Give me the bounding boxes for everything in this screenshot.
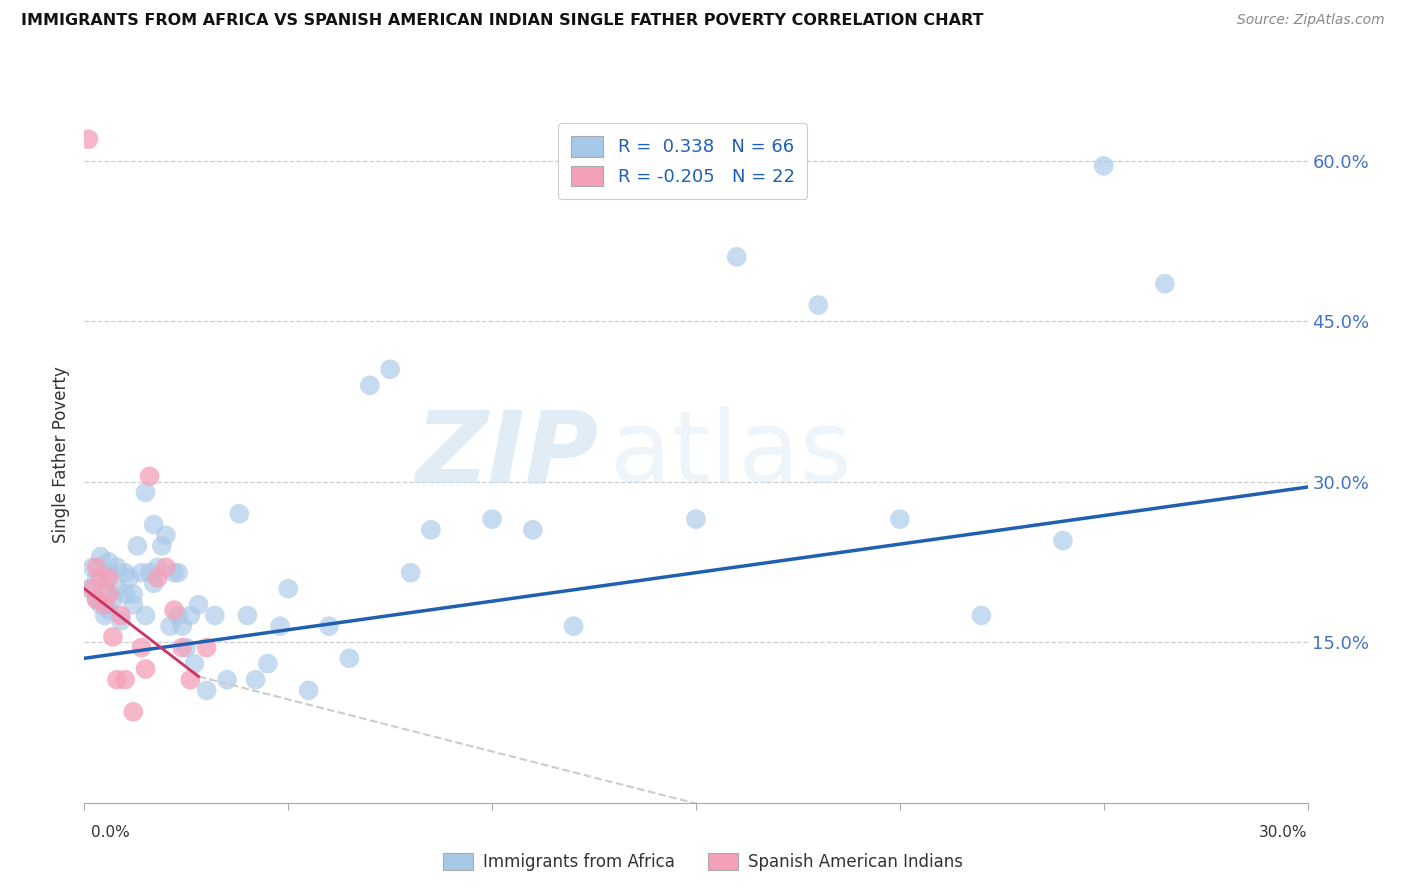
Point (359, 378, 381, 392)
Point (204, 608, 226, 623)
Point (257, 657, 280, 671)
Point (179, 608, 201, 623)
Point (146, 560, 169, 574)
Text: 0.0%: 0.0% (91, 825, 131, 840)
Point (142, 576, 165, 591)
Point (122, 587, 145, 601)
Point (277, 582, 299, 596)
Point (97, 571, 120, 585)
Point (122, 598, 145, 612)
Point (150, 539, 173, 553)
Text: 30.0%: 30.0% (1260, 825, 1308, 840)
Point (420, 523, 443, 537)
Point (127, 539, 149, 553)
Point (142, 517, 165, 532)
Point (97, 555, 120, 569)
Point (245, 673, 267, 687)
Point (228, 507, 250, 521)
Point (90, 571, 112, 585)
Point (77, 582, 100, 596)
Point (114, 566, 136, 580)
Point (97, 603, 120, 617)
Point (179, 673, 201, 687)
Text: Source: ZipAtlas.com: Source: ZipAtlas.com (1237, 13, 1385, 28)
Point (86, 592, 108, 607)
Legend: R =  0.338   N = 66, R = -0.205   N = 22: R = 0.338 N = 66, R = -0.205 N = 22 (558, 123, 807, 199)
Point (135, 662, 157, 676)
Point (93, 608, 117, 623)
Point (155, 560, 177, 574)
Point (807, 298, 830, 312)
Point (118, 571, 141, 585)
Point (725, 250, 748, 264)
Point (298, 683, 321, 698)
Point (1092, 159, 1115, 173)
Point (82, 560, 104, 574)
Point (163, 566, 186, 580)
Point (105, 560, 128, 574)
Point (131, 566, 153, 580)
Point (93, 598, 117, 612)
Point (167, 608, 190, 623)
Point (105, 673, 128, 687)
Point (159, 619, 181, 633)
Point (163, 603, 186, 617)
Point (1154, 277, 1177, 291)
Point (172, 619, 194, 633)
Point (86, 592, 108, 607)
Point (217, 673, 239, 687)
Point (562, 619, 585, 633)
Point (481, 512, 503, 526)
Point (90, 549, 112, 564)
Point (167, 566, 190, 580)
Point (183, 657, 205, 671)
Point (114, 587, 136, 601)
Point (399, 566, 422, 580)
Point (380, 362, 402, 376)
Legend: Immigrants from Africa, Spanish American Indians: Immigrants from Africa, Spanish American… (434, 845, 972, 880)
Point (155, 528, 177, 542)
Point (110, 608, 132, 623)
Point (522, 523, 544, 537)
Point (122, 705, 145, 719)
Point (172, 640, 194, 655)
Point (105, 582, 128, 596)
Point (138, 469, 160, 483)
Point (101, 630, 124, 644)
Point (97, 566, 120, 580)
Point (195, 683, 218, 698)
Point (114, 673, 136, 687)
Point (97, 587, 120, 601)
Point (77, 132, 100, 146)
Point (1052, 533, 1074, 548)
Point (195, 640, 218, 655)
Y-axis label: Single Father Poverty: Single Father Poverty (52, 367, 70, 543)
Point (101, 592, 124, 607)
Point (135, 608, 157, 623)
Text: IMMIGRANTS FROM AFRICA VS SPANISH AMERICAN INDIAN SINGLE FATHER POVERTY CORRELAT: IMMIGRANTS FROM AFRICA VS SPANISH AMERIC… (21, 13, 984, 29)
Point (138, 566, 160, 580)
Point (146, 571, 169, 585)
Point (86, 560, 108, 574)
Point (685, 512, 707, 526)
Point (318, 619, 340, 633)
Text: ZIP: ZIP (415, 407, 598, 503)
Point (93, 582, 117, 596)
Point (86, 571, 108, 585)
Point (187, 598, 209, 612)
Point (82, 582, 104, 596)
Point (135, 485, 157, 500)
Point (131, 640, 153, 655)
Point (339, 651, 361, 665)
Point (970, 608, 993, 623)
Point (269, 619, 291, 633)
Point (889, 512, 911, 526)
Point (236, 608, 259, 623)
Text: atlas: atlas (610, 407, 852, 503)
Point (90, 598, 112, 612)
Point (176, 640, 198, 655)
Point (110, 614, 132, 628)
